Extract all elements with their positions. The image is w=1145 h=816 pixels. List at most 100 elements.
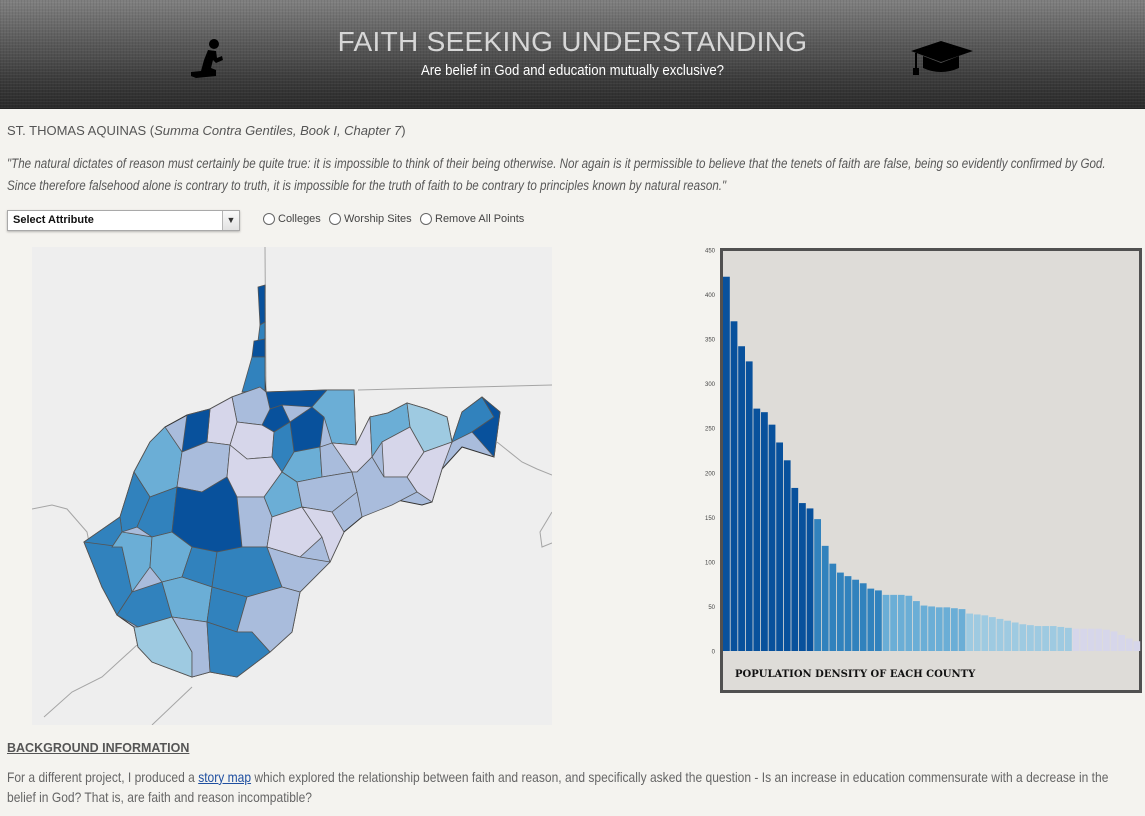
state-boundary-line xyxy=(496,441,553,476)
chart-bar[interactable] xyxy=(745,361,753,651)
chart-bar[interactable] xyxy=(837,572,844,651)
radio-label: Colleges xyxy=(278,213,321,225)
chart-bar[interactable] xyxy=(1049,626,1057,651)
chart-bar[interactable] xyxy=(890,594,897,651)
y-tick-label: 50 xyxy=(708,605,715,611)
radio-colleges[interactable]: Colleges xyxy=(263,213,321,225)
background-text-after: which explored the relationship between … xyxy=(7,769,1109,805)
chart-bar[interactable] xyxy=(859,583,867,651)
chart-bar[interactable] xyxy=(768,424,776,651)
praying-person-icon xyxy=(191,39,223,78)
state-boundary-line xyxy=(31,504,91,548)
chart-bar[interactable] xyxy=(920,605,928,651)
chart-bar[interactable] xyxy=(814,519,821,651)
background-paragraph: For a different project, I produced a st… xyxy=(7,767,1116,807)
chart-bar[interactable] xyxy=(1095,628,1103,651)
map-svg[interactable] xyxy=(31,246,553,726)
chart-title: POPULATION DENSITY OF EACH COUNTY xyxy=(735,669,976,680)
radio-remove-all-points[interactable]: Remove All Points xyxy=(420,213,524,225)
chart-bar[interactable] xyxy=(966,613,973,651)
chart-bar[interactable] xyxy=(905,595,913,651)
chart-bar[interactable] xyxy=(730,321,738,651)
chart-bar[interactable] xyxy=(844,576,852,651)
chart-bar[interactable] xyxy=(1125,638,1133,651)
chart-bar[interactable] xyxy=(943,607,951,651)
attribute-select-value: Select Attribute xyxy=(13,214,94,226)
y-tick-label: 0 xyxy=(712,650,716,656)
radio-icon[interactable] xyxy=(263,213,275,225)
bar-chart: 0 50 100 150 200 250 300 350 400 450 xyxy=(705,249,1141,656)
chart-bar[interactable] xyxy=(1034,626,1042,651)
y-tick-label: 350 xyxy=(705,338,716,344)
chart-bar[interactable] xyxy=(799,503,806,651)
radio-label: Worship Sites xyxy=(344,213,412,225)
chart-bar[interactable] xyxy=(928,606,935,651)
chart-bar[interactable] xyxy=(1118,634,1125,651)
chart-bar[interactable] xyxy=(1011,622,1019,651)
chart-bar[interactable] xyxy=(1019,624,1027,651)
chart-bar[interactable] xyxy=(776,442,783,651)
state-boundary-line xyxy=(151,686,193,726)
chart-bar[interactable] xyxy=(852,579,859,651)
chart-bar[interactable] xyxy=(1072,628,1080,651)
chart-bar[interactable] xyxy=(821,545,829,651)
y-tick-label: 150 xyxy=(705,516,716,522)
chart-bar[interactable] xyxy=(935,607,943,651)
page-title: FAITH SEEKING UNDERSTANDING xyxy=(337,26,808,57)
y-tick-label: 100 xyxy=(705,560,716,566)
chart-bar[interactable] xyxy=(1057,626,1065,651)
chart-bar[interactable] xyxy=(875,590,882,651)
chart-bar[interactable] xyxy=(1103,629,1110,651)
chevron-down-icon[interactable]: ▼ xyxy=(222,211,239,230)
state-boundary-line xyxy=(539,511,553,548)
quote-author: ST. THOMAS AQUINAS xyxy=(7,123,147,138)
radio-worship-sites[interactable]: Worship Sites xyxy=(329,213,412,225)
chart-bar[interactable] xyxy=(1110,631,1118,651)
quote-text: "The natural dictates of reason must cer… xyxy=(7,156,1106,193)
chart-bar[interactable] xyxy=(973,614,981,651)
graduation-cap-icon xyxy=(911,41,973,75)
chart-bar[interactable] xyxy=(1004,620,1011,651)
chart-bar[interactable] xyxy=(1027,625,1034,651)
chart-bar[interactable] xyxy=(913,601,920,651)
state-boundary-line xyxy=(357,384,553,391)
quote-work: Summa Contra Gentiles, Book I, Chapter 7 xyxy=(154,123,402,138)
chart-bar[interactable] xyxy=(1042,626,1049,651)
y-tick-label: 200 xyxy=(705,471,716,477)
radio-label: Remove All Points xyxy=(435,213,525,225)
chart-bar[interactable] xyxy=(951,608,958,651)
chart-bar[interactable] xyxy=(897,594,905,651)
y-tick-label: 400 xyxy=(705,293,716,299)
chart-bar[interactable] xyxy=(723,276,730,651)
chart-bar[interactable] xyxy=(806,508,814,651)
background-text-before: For a different project, I produced a xyxy=(7,769,199,785)
chart-bar[interactable] xyxy=(1065,627,1072,651)
y-tick-label: 250 xyxy=(705,427,716,433)
chart-bar[interactable] xyxy=(791,487,799,651)
chart-bar[interactable] xyxy=(753,408,761,651)
attribute-select[interactable]: Select Attribute ▼ xyxy=(7,210,240,231)
chart-bar[interactable] xyxy=(996,618,1004,651)
state-boundary-line xyxy=(43,644,138,718)
chart-bar[interactable] xyxy=(1087,628,1095,651)
quote-attribution: ST. THOMAS AQUINAS (Summa Contra Gentile… xyxy=(7,123,406,138)
chart-bar[interactable] xyxy=(761,412,768,651)
page-header: FAITH SEEKING UNDERSTANDING Are belief i… xyxy=(0,0,1145,109)
y-tick-label: 450 xyxy=(705,249,716,255)
chart-bar[interactable] xyxy=(829,563,837,651)
choropleth-map[interactable] xyxy=(31,246,553,726)
chart-bar[interactable] xyxy=(867,588,875,651)
chart-bar[interactable] xyxy=(958,609,966,651)
chart-bar[interactable] xyxy=(989,617,996,651)
chart-bar[interactable] xyxy=(783,460,791,651)
story-map-link[interactable]: story map xyxy=(198,769,252,785)
chart-bar[interactable] xyxy=(981,615,989,651)
chart-bar[interactable] xyxy=(1080,628,1087,651)
chart-bar[interactable] xyxy=(738,346,745,651)
radio-icon[interactable] xyxy=(420,213,432,225)
chart-bar[interactable] xyxy=(1133,641,1141,651)
radio-icon[interactable] xyxy=(329,213,341,225)
y-tick-label: 300 xyxy=(705,382,716,388)
page-subtitle: Are belief in God and education mutually… xyxy=(420,62,725,79)
chart-bar[interactable] xyxy=(882,594,890,651)
